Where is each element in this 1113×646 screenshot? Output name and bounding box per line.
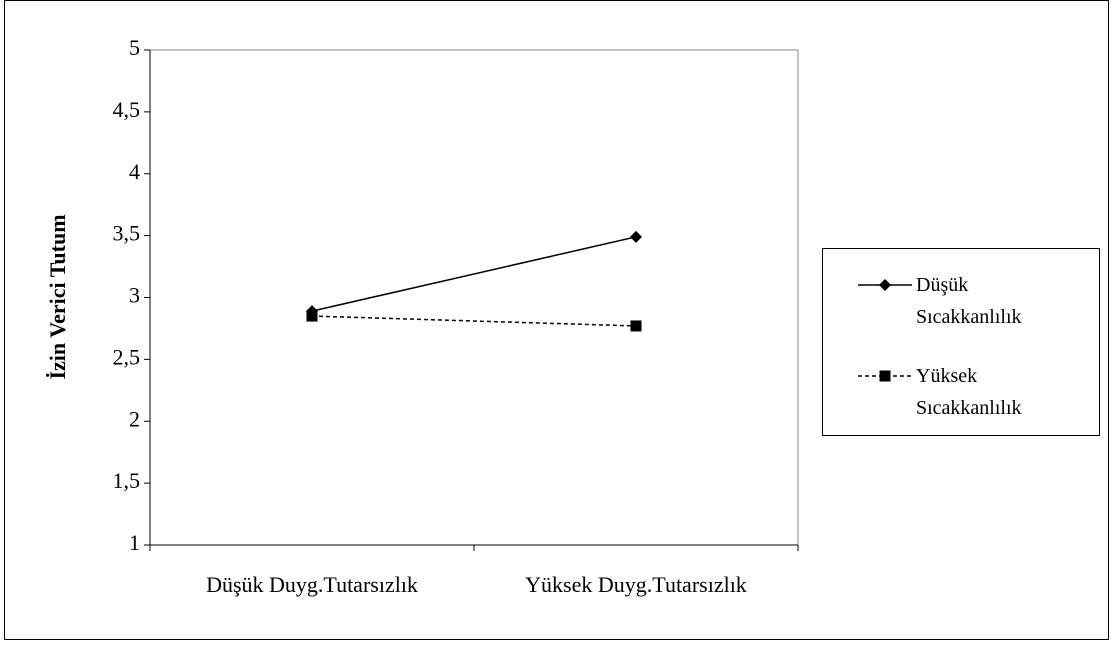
y-tick-label: 3,5 xyxy=(113,221,141,246)
marker-square xyxy=(879,370,891,382)
legend-label: Yüksek Sıcakkanlılık xyxy=(916,365,1022,419)
marker-square xyxy=(630,320,642,332)
y-tick-label: 3 xyxy=(129,283,140,308)
series-line xyxy=(311,236,637,312)
y-axis-title: İzin Verici Tutum xyxy=(45,214,70,379)
y-tick-label: 2 xyxy=(129,406,140,431)
y-tick-label: 4,5 xyxy=(113,97,141,122)
y-tick-label: 4 xyxy=(129,159,140,184)
legend-label: Düşük Sıcakkanlılık xyxy=(916,274,1022,328)
legend-box xyxy=(822,248,1100,436)
y-tick-label: 5 xyxy=(129,35,140,60)
marker-diamond xyxy=(879,279,891,291)
y-tick-label: 1,5 xyxy=(113,468,141,493)
y-tick-label: 1 xyxy=(129,530,140,555)
marker-square xyxy=(306,310,318,322)
series-line xyxy=(311,315,637,327)
marker-diamond xyxy=(630,230,642,243)
plot-area xyxy=(149,49,799,546)
x-tick-label: Yüksek Duyg.Tutarsızlık xyxy=(525,572,747,597)
chart-border xyxy=(4,0,1109,640)
x-tick-label: Düşük Duyg.Tutarsızlık xyxy=(206,572,418,597)
y-tick-label: 2,5 xyxy=(113,344,141,369)
